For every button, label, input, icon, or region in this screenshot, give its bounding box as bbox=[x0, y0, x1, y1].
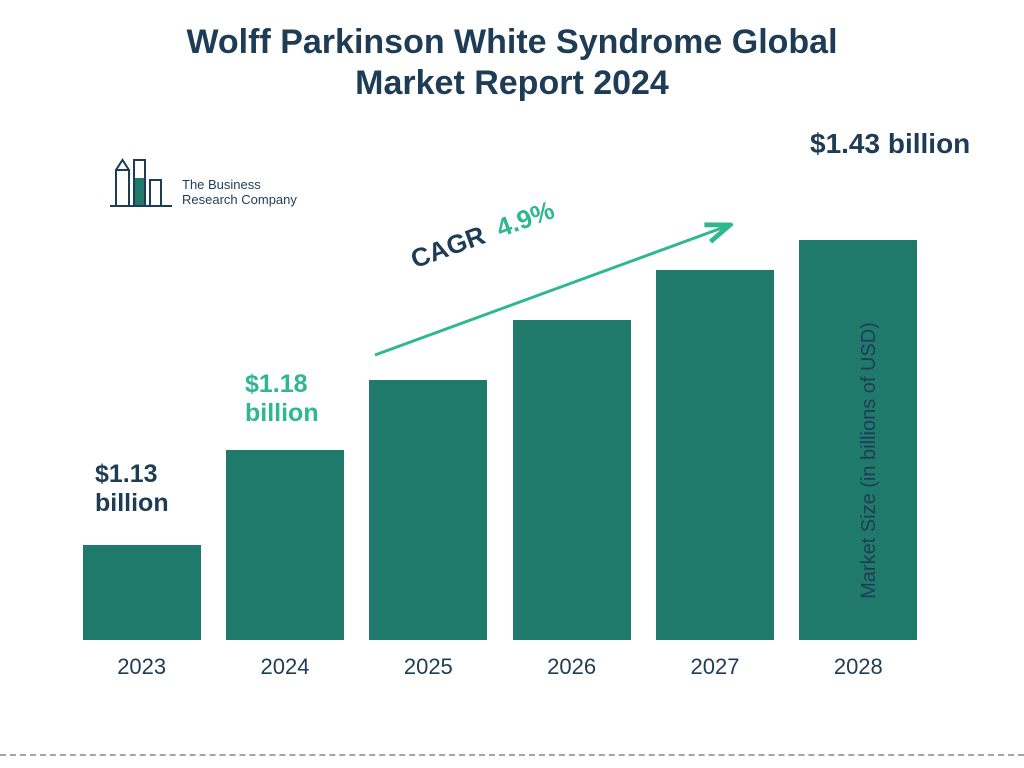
x-label-2024: 2024 bbox=[223, 654, 346, 680]
callout-2028-text: $1.43 billion bbox=[810, 128, 970, 159]
x-label-2023: 2023 bbox=[80, 654, 203, 680]
y-axis-label: Market Size (in billions of USD) bbox=[858, 322, 881, 599]
company-logo: The Business Research Company bbox=[110, 150, 297, 208]
bar-col-2026 bbox=[510, 240, 633, 640]
x-label-2026: 2026 bbox=[510, 654, 633, 680]
value-callout-2028: $1.43 billion bbox=[810, 128, 1010, 160]
bar-col-2023 bbox=[80, 240, 203, 640]
title-line-1: Wolff Parkinson White Syndrome Global bbox=[186, 23, 837, 61]
logo-text-bottom: Research Company bbox=[182, 192, 297, 208]
bar-2026 bbox=[513, 320, 631, 640]
bar-2023 bbox=[83, 545, 201, 640]
y-axis-label-wrap: Market Size (in billions of USD) bbox=[731, 240, 1008, 680]
footer-dashed-line bbox=[0, 754, 1024, 756]
bar-2025 bbox=[369, 380, 487, 640]
bar-col-2025 bbox=[367, 240, 490, 640]
bar-col-2024 bbox=[223, 240, 346, 640]
logo-text: The Business Research Company bbox=[182, 177, 297, 208]
title-line-2: Market Report 2024 bbox=[355, 64, 669, 102]
x-label-2025: 2025 bbox=[367, 654, 490, 680]
cagr-value: 4.9% bbox=[492, 195, 558, 243]
chart-page: Wolff Parkinson White Syndrome Global Ma… bbox=[0, 0, 1024, 768]
logo-icon bbox=[110, 150, 172, 208]
logo-text-top: The Business bbox=[182, 177, 297, 193]
page-title: Wolff Parkinson White Syndrome Global Ma… bbox=[0, 22, 1024, 104]
bar-2024 bbox=[226, 450, 344, 640]
